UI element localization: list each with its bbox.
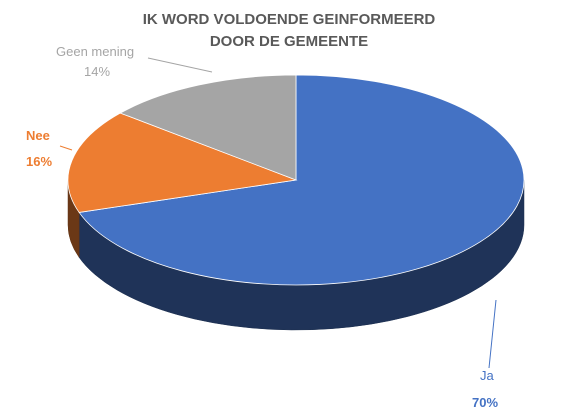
category-label: Geen mening xyxy=(56,44,134,59)
category-label: Ja xyxy=(480,368,495,383)
slice xyxy=(78,74,525,286)
leader-line xyxy=(147,57,213,73)
value-label: 70% xyxy=(472,395,498,410)
value-label: 16% xyxy=(26,154,52,169)
slice xyxy=(119,74,297,181)
leader-line xyxy=(488,299,497,369)
slice xyxy=(67,112,298,213)
chart-title: IK WORD VOLDOENDE GEINFORMEERD DOOR DE G… xyxy=(142,11,436,50)
value-label: 14% xyxy=(84,64,110,79)
category-label: Nee xyxy=(26,128,50,143)
leader-line xyxy=(59,145,73,151)
